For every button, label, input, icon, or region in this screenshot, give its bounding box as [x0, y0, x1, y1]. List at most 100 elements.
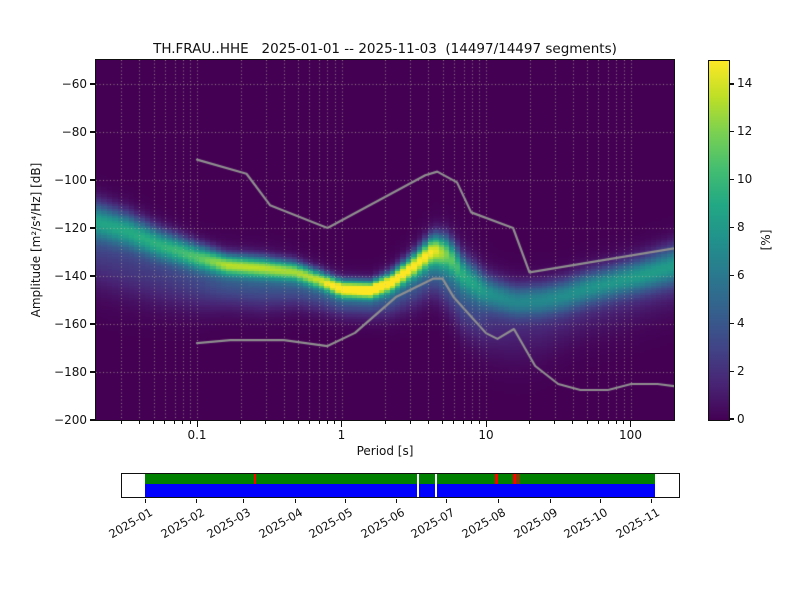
colorbar-label: [%]	[759, 229, 773, 251]
colorbar-tick-label: 4	[737, 315, 745, 330]
coverage-bar-green	[144, 474, 655, 484]
x-minor-tick	[189, 421, 191, 425]
colorbar-tick-label: 2	[737, 363, 745, 378]
x-major-tick	[196, 421, 198, 427]
x-tick-label: 0.1	[187, 428, 207, 442]
red-event-mark	[517, 474, 520, 484]
y-tick-label: −160	[54, 316, 87, 331]
x-minor-tick	[297, 421, 299, 425]
x-minor-tick	[586, 421, 588, 425]
colorbar-tick-label: 12	[737, 124, 753, 139]
x-minor-tick	[334, 421, 336, 425]
x-minor-tick	[478, 421, 480, 425]
x-minor-tick	[265, 421, 267, 425]
timeline-month-tick	[242, 498, 245, 503]
y-tick-label: −140	[54, 268, 87, 283]
colorbar-tick	[730, 274, 734, 276]
colorbar	[708, 60, 730, 421]
x-minor-tick	[384, 421, 386, 425]
x-minor-tick	[463, 421, 465, 425]
x-minor-tick	[174, 421, 176, 425]
timeline-month-tick	[497, 498, 500, 503]
y-tick-label: −60	[61, 76, 87, 91]
colorbar-tick	[730, 179, 734, 181]
colorbar-tick-label: 8	[737, 220, 745, 235]
y-major-tick	[90, 275, 95, 277]
y-major-tick	[90, 179, 95, 181]
timeline-month-tick	[344, 498, 346, 503]
x-minor-tick	[597, 421, 599, 425]
y-major-tick	[90, 131, 95, 133]
x-minor-tick	[529, 421, 530, 425]
y-major-tick	[90, 323, 95, 325]
red-event-mark	[513, 474, 517, 484]
colorbar-tick-label: 0	[737, 411, 745, 426]
colorbar-tick	[730, 418, 734, 420]
y-major-tick	[90, 83, 95, 85]
timeline-month-label: 2025-11	[613, 505, 662, 542]
x-minor-tick	[442, 421, 443, 425]
ppsd-heatmap-canvas	[96, 60, 674, 420]
colorbar-tick	[730, 226, 734, 229]
timeline-month-label: 2025-03	[204, 505, 254, 542]
x-minor-tick	[326, 421, 328, 425]
x-minor-tick	[318, 421, 320, 425]
colorbar-tick	[730, 370, 734, 372]
x-major-tick	[341, 421, 343, 427]
colorbar-tick-label: 10	[737, 172, 753, 187]
x-minor-tick	[409, 421, 411, 425]
timeline-month-label: 2025-06	[358, 505, 407, 542]
colorbar-tick-label: 14	[737, 76, 753, 91]
colorbar-tick	[730, 322, 734, 324]
y-tick-label: −80	[61, 124, 87, 139]
y-tick-label: −180	[54, 364, 87, 379]
x-minor-tick	[471, 421, 473, 425]
x-axis-label: Period [s]	[356, 444, 414, 458]
timeline-month-tick	[599, 498, 601, 503]
x-minor-tick	[240, 421, 241, 425]
colorbar-tick-label: 6	[737, 267, 745, 282]
x-minor-tick	[572, 421, 574, 425]
timeline-month-label: 2025-02	[158, 505, 207, 542]
colorbar-tick	[730, 131, 734, 133]
x-minor-tick	[164, 421, 166, 425]
y-major-tick	[90, 227, 95, 229]
x-minor-tick	[138, 421, 140, 425]
x-minor-tick	[554, 421, 556, 425]
x-minor-tick	[427, 421, 429, 425]
x-major-tick	[630, 421, 632, 427]
x-minor-tick	[308, 421, 310, 425]
timeline-coverage-box	[121, 473, 680, 498]
y-tick-label: −100	[54, 172, 87, 187]
x-tick-label: 1	[337, 428, 346, 442]
timeline-month-label: 2025-08	[459, 505, 509, 542]
timeline-month-label: 2025-07	[408, 505, 457, 542]
timeline-month-label: 2025-01	[106, 505, 155, 542]
timeline-month-label: 2025-09	[511, 505, 560, 542]
coverage-gap-white	[416, 474, 420, 497]
y-tick-label: −120	[54, 220, 87, 235]
timeline-month-label: 2025-05	[306, 505, 355, 542]
x-minor-tick	[453, 421, 455, 425]
red-event-mark	[253, 474, 256, 484]
colorbar-tick	[730, 83, 734, 85]
timeline-month-tick	[144, 498, 146, 503]
y-tick-label: −200	[54, 412, 87, 427]
timeline-month-tick	[196, 498, 198, 503]
timeline-month-label: 2025-10	[561, 505, 610, 542]
y-major-tick	[90, 371, 95, 373]
plot-title: TH.FRAU..HHE 2025-01-01 -- 2025-11-03 (1…	[153, 41, 617, 57]
coverage-gap-white	[435, 474, 438, 497]
timeline-month-tick	[446, 498, 448, 503]
timeline-month-tick	[294, 498, 296, 503]
red-event-mark	[494, 474, 499, 484]
x-minor-tick	[607, 421, 609, 425]
data-bar-blue	[144, 483, 655, 497]
x-minor-tick	[283, 421, 285, 425]
x-major-tick	[485, 421, 487, 427]
x-minor-tick	[615, 421, 617, 425]
x-minor-tick	[182, 421, 184, 425]
y-major-tick	[90, 419, 95, 421]
x-tick-label: 10	[478, 428, 494, 442]
